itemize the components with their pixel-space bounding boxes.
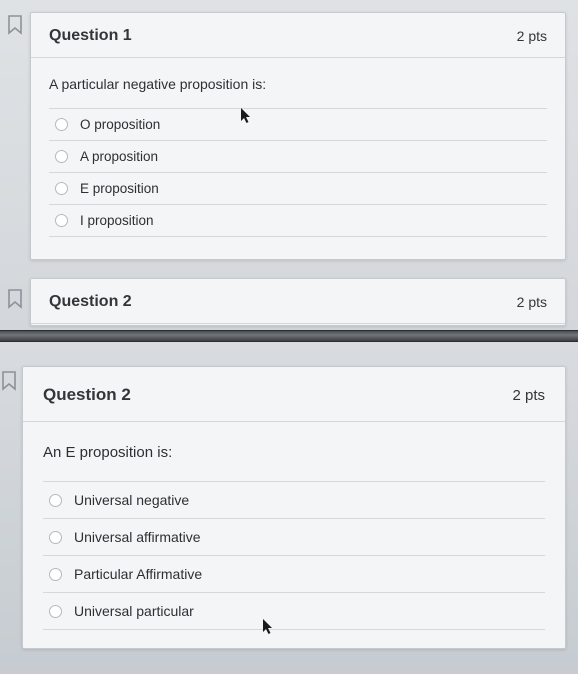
option-label: Particular Affirmative: [74, 566, 202, 582]
radio-icon[interactable]: [49, 605, 62, 618]
option-row[interactable]: Universal affirmative: [43, 518, 545, 555]
top-panel: Question 1 2 pts A particular negative p…: [0, 0, 578, 330]
screenshot-divider: [0, 330, 578, 342]
radio-icon[interactable]: [49, 568, 62, 581]
options-list: O proposition A proposition E propositio…: [31, 108, 565, 259]
question-prompt: An E proposition is:: [23, 422, 565, 481]
question-prompt: A particular negative proposition is:: [31, 58, 565, 108]
question-card-2: Question 2 2 pts An E proposition is: Un…: [22, 366, 566, 649]
radio-icon[interactable]: [55, 182, 68, 195]
option-label: I proposition: [80, 213, 154, 228]
option-row[interactable]: I proposition: [49, 204, 547, 237]
question-header: Question 2 2 pts: [23, 367, 565, 421]
divider: [31, 323, 565, 324]
option-row[interactable]: Universal negative: [43, 481, 545, 518]
option-label: Universal particular: [74, 603, 194, 619]
option-label: Universal affirmative: [74, 529, 201, 545]
question-points: 2 pts: [517, 294, 547, 310]
option-label: A proposition: [80, 149, 158, 164]
question-points: 2 pts: [512, 387, 545, 404]
question-points: 2 pts: [517, 28, 547, 44]
question-title: Question 1: [49, 27, 132, 45]
question-header: Question 1 2 pts: [31, 13, 565, 57]
option-row[interactable]: O proposition: [49, 108, 547, 140]
option-row[interactable]: A proposition: [49, 140, 547, 172]
bookmark-icon[interactable]: [0, 370, 20, 392]
bookmark-icon[interactable]: [6, 288, 26, 310]
option-label: O proposition: [80, 117, 160, 132]
options-list: Universal negative Universal affirmative…: [23, 481, 565, 648]
option-row[interactable]: E proposition: [49, 172, 547, 204]
question-title: Question 2: [49, 293, 132, 311]
radio-icon[interactable]: [55, 150, 68, 163]
bookmark-icon[interactable]: [6, 14, 26, 36]
option-row[interactable]: Particular Affirmative: [43, 555, 545, 592]
option-row[interactable]: Universal particular: [43, 592, 545, 630]
question-title: Question 2: [43, 385, 131, 405]
radio-icon[interactable]: [55, 214, 68, 227]
radio-icon[interactable]: [49, 531, 62, 544]
option-label: Universal negative: [74, 492, 189, 508]
question-card-1: Question 1 2 pts A particular negative p…: [30, 12, 566, 260]
radio-icon[interactable]: [55, 118, 68, 131]
bottom-panel: Question 2 2 pts An E proposition is: Un…: [0, 342, 578, 667]
question-header: Question 2 2 pts: [31, 279, 565, 323]
question-card-2-truncated: Question 2 2 pts: [30, 278, 566, 326]
radio-icon[interactable]: [49, 494, 62, 507]
option-label: E proposition: [80, 181, 159, 196]
